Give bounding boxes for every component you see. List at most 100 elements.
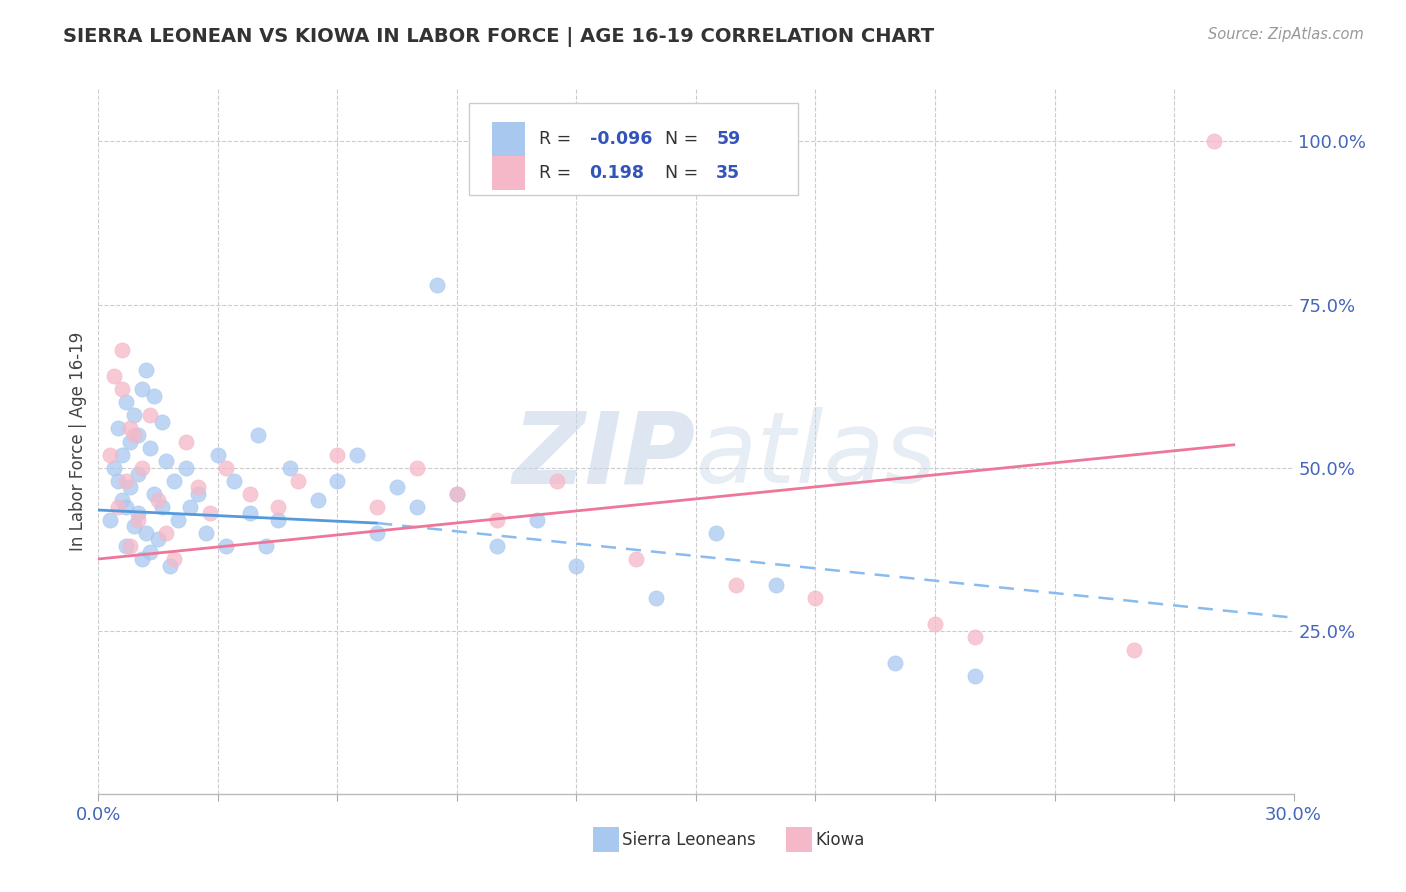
Point [131, 460, 153, 475]
Point [526, 513, 548, 527]
Point [485, 539, 508, 553]
Point [187, 487, 209, 501]
Point [120, 480, 142, 494]
Point [645, 591, 668, 606]
Point [326, 474, 349, 488]
Point [103, 460, 125, 475]
Point [124, 428, 146, 442]
Point [111, 493, 134, 508]
Point [127, 506, 149, 520]
Point [120, 421, 142, 435]
Point [1202, 135, 1225, 149]
Point [366, 525, 388, 540]
Point [385, 480, 409, 494]
Point [267, 513, 290, 527]
Text: 59: 59 [716, 130, 741, 148]
Point [163, 552, 186, 566]
Y-axis label: In Labor Force | Age 16-19: In Labor Force | Age 16-19 [69, 332, 87, 551]
Point [115, 474, 138, 488]
Point [143, 389, 166, 403]
Point [107, 474, 129, 488]
Point [135, 363, 157, 377]
Point [127, 513, 149, 527]
Point [565, 558, 588, 573]
Point [148, 533, 170, 547]
Text: SIERRA LEONEAN VS KIOWA IN LABOR FORCE | AGE 16-19 CORRELATION CHART: SIERRA LEONEAN VS KIOWA IN LABOR FORCE |… [63, 27, 935, 46]
Point [148, 493, 170, 508]
Point [406, 460, 429, 475]
Point [222, 474, 245, 488]
Text: 35: 35 [716, 164, 741, 182]
Point [963, 669, 986, 683]
Point [446, 487, 468, 501]
Point [124, 519, 146, 533]
Point [239, 487, 262, 501]
Point [198, 506, 221, 520]
Bar [492, 122, 524, 156]
Point [107, 421, 129, 435]
Point [884, 657, 907, 671]
Point [115, 395, 138, 409]
Point [963, 630, 986, 644]
Point [155, 454, 177, 468]
Point [215, 539, 238, 553]
Point [98, 448, 122, 462]
Point [127, 428, 149, 442]
Point [406, 500, 429, 514]
Point [426, 277, 449, 292]
Point [159, 558, 181, 573]
Point [287, 474, 309, 488]
Point [174, 460, 197, 475]
Text: ZIP: ZIP [513, 407, 696, 504]
Point [111, 448, 134, 462]
Point [127, 467, 149, 482]
Point [131, 552, 153, 566]
Point [246, 428, 269, 442]
Point [107, 500, 129, 514]
Point [179, 500, 201, 514]
Point [724, 578, 747, 592]
Point [143, 487, 166, 501]
Text: R =: R = [540, 164, 576, 182]
Point [704, 525, 727, 540]
Text: Kiowa: Kiowa [815, 830, 865, 848]
Point [207, 448, 229, 462]
Point [1123, 643, 1146, 657]
Point [103, 369, 125, 384]
Point [278, 460, 301, 475]
Point [98, 513, 122, 527]
Text: atlas: atlas [696, 407, 938, 504]
Point [150, 415, 173, 429]
Point [120, 539, 142, 553]
Text: Source: ZipAtlas.com: Source: ZipAtlas.com [1208, 27, 1364, 42]
Point [195, 525, 218, 540]
Text: N =: N = [665, 130, 703, 148]
Point [115, 539, 138, 553]
Point [267, 500, 290, 514]
Text: R =: R = [540, 130, 576, 148]
Point [239, 506, 262, 520]
Point [446, 487, 468, 501]
Bar [786, 827, 811, 853]
Point [131, 382, 153, 396]
Point [346, 448, 368, 462]
Point [187, 480, 209, 494]
Point [139, 545, 162, 559]
Point [135, 525, 157, 540]
Point [111, 343, 134, 358]
Point [924, 617, 946, 632]
Text: -0.096: -0.096 [589, 130, 652, 148]
Point [150, 500, 173, 514]
Point [139, 409, 162, 423]
Point [307, 493, 329, 508]
Point [120, 434, 142, 449]
Text: N =: N = [665, 164, 703, 182]
Point [155, 525, 177, 540]
Point [163, 474, 186, 488]
Point [167, 513, 190, 527]
Text: Sierra Leoneans: Sierra Leoneans [621, 830, 755, 848]
Point [366, 500, 388, 514]
Bar [593, 827, 620, 853]
FancyBboxPatch shape [470, 103, 797, 194]
Point [326, 448, 349, 462]
